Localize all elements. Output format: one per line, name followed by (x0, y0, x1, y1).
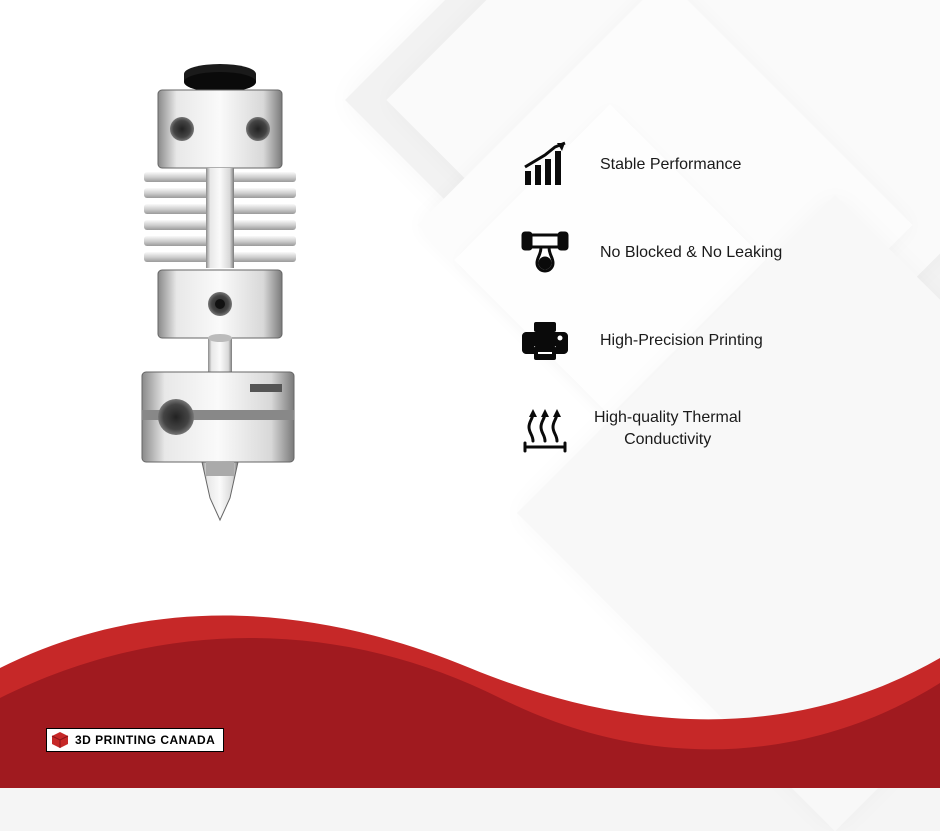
feature-label: High-Precision Printing (600, 330, 763, 352)
feature-item: High-quality ThermalConductivity (520, 404, 860, 454)
feature-item: High-Precision Printing (520, 316, 860, 366)
feature-item: No Blocked & No Leaking (520, 228, 860, 278)
printer-icon (520, 316, 570, 366)
thermal-waves-icon (520, 404, 570, 454)
brand-logo-icon (51, 732, 69, 748)
feature-label: Stable Performance (600, 154, 741, 176)
brand-text: 3D PRINTING CANADA (75, 733, 215, 747)
brand-badge: 3D PRINTING CANADA (46, 728, 224, 752)
content-layer: Stable Performance No Blocked & No Leaki… (0, 0, 940, 788)
feature-item: Stable Performance (520, 140, 860, 190)
pipe-drip-icon (520, 228, 570, 278)
feature-label: High-quality ThermalConductivity (594, 407, 741, 450)
product-image (110, 60, 330, 540)
footer-wave (0, 588, 940, 788)
feature-list: Stable Performance No Blocked & No Leaki… (520, 140, 860, 492)
performance-chart-icon (520, 140, 570, 190)
feature-label: No Blocked & No Leaking (600, 242, 782, 264)
